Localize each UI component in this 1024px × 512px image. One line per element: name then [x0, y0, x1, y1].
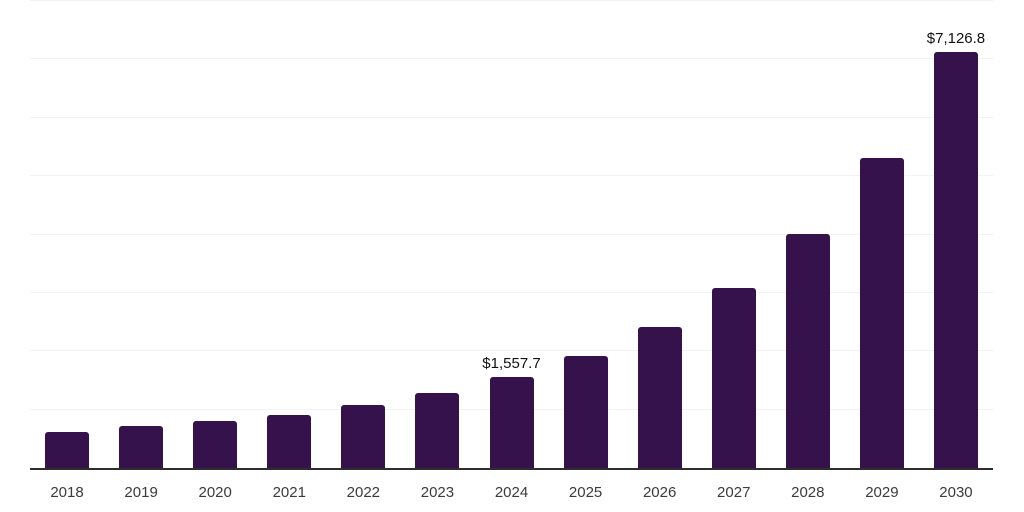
bar-2021	[267, 415, 312, 468]
x-tick-2029: 2029	[865, 484, 899, 501]
data-label-2030: $7,126.8	[926, 29, 986, 47]
bar-2025	[563, 355, 608, 468]
bar-2020	[193, 421, 238, 468]
x-tick-2018: 2018	[50, 484, 84, 501]
gridline-5000	[30, 175, 993, 177]
x-tick-2027: 2027	[717, 484, 751, 501]
bar-2027	[711, 287, 756, 468]
x-tick-2020: 2020	[198, 484, 232, 501]
bar-2019	[119, 425, 164, 468]
bar-2030	[933, 51, 978, 468]
x-tick-2022: 2022	[346, 484, 381, 501]
x-tick-2024: 2024	[494, 484, 529, 501]
x-tick-2021: 2021	[272, 484, 306, 501]
gridline-3000	[30, 291, 993, 293]
plot-area: $1,557.7 $7,126.8	[30, 0, 993, 470]
x-tick-2026: 2026	[642, 484, 677, 501]
gridline-6000	[30, 116, 993, 118]
bar-2028	[785, 233, 830, 468]
data-label-2024: $1,557.7	[482, 355, 541, 373]
bar-2018	[45, 432, 90, 468]
gridline-7000	[30, 58, 993, 60]
bar-2029	[859, 158, 904, 468]
x-tick-2028: 2028	[791, 484, 825, 501]
bar-2024	[489, 377, 534, 468]
x-tick-2030: 2030	[939, 484, 973, 501]
bar-2023	[415, 393, 460, 468]
bar-2022	[341, 404, 386, 468]
bar-2026	[637, 327, 682, 468]
x-tick-2023: 2023	[420, 484, 455, 501]
gridline-4000	[30, 233, 993, 235]
x-axis-labels: 2018 2019 2020 2021 2022 2023 2024 2025 2026 2027…	[30, 484, 993, 505]
gridline-8000	[30, 0, 993, 1]
x-tick-2025: 2025	[568, 484, 603, 501]
gridline-2000	[30, 350, 993, 352]
x-tick-2019: 2019	[124, 484, 158, 501]
